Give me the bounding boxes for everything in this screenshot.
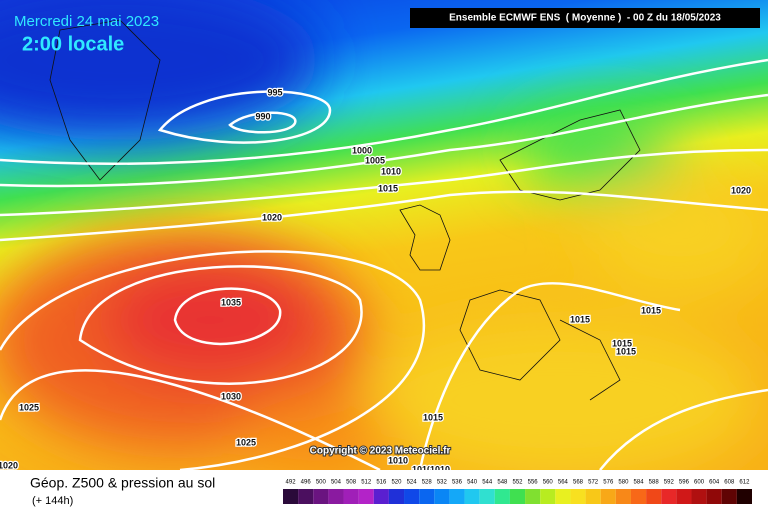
color-swatch: [706, 489, 722, 504]
colorbar-label: 524: [407, 480, 418, 486]
color-swatch: [646, 489, 662, 504]
isobar-label: 1030: [221, 391, 241, 401]
coastlines: [49, 19, 641, 401]
colorbar-label: 548: [497, 480, 508, 486]
map-background: [0, 0, 768, 480]
colorbar-label: 516: [376, 480, 387, 486]
color-swatch: [419, 489, 435, 504]
colorbar-label: 576: [603, 480, 614, 486]
color-swatch: [630, 489, 647, 504]
colorbar-label: 536: [452, 480, 463, 486]
color-swatch: [525, 489, 541, 504]
colorbar-label: 504: [331, 480, 342, 486]
colorbar-label: 528: [422, 480, 433, 486]
isobar-label: 1015: [641, 305, 661, 315]
color-swatch: [464, 489, 480, 504]
color-swatch: [388, 489, 405, 504]
colorbar-label: 572: [588, 480, 599, 486]
color-swatch: [615, 489, 631, 504]
colorbar-label: 508: [346, 480, 357, 486]
color-swatch: [313, 489, 329, 504]
colorbar-label: 592: [664, 480, 675, 486]
color-swatch: [509, 489, 526, 504]
isobar-label: 1005: [365, 155, 385, 165]
local-time: 2:00 locale: [22, 33, 124, 55]
isobar-label: 1035: [221, 297, 241, 307]
isobar-label: 1015: [378, 183, 398, 193]
colorbar-label: 580: [618, 480, 629, 486]
colorbar-label: 544: [482, 480, 493, 486]
colorbar: 492 496 500 504 508 512 516 520 524 528 532 536 540 5…: [283, 480, 752, 504]
color-swatch: [343, 489, 359, 504]
colorbar-label: 588: [649, 480, 660, 486]
colorbar-label: 520: [391, 480, 402, 486]
color-swatch: [691, 489, 707, 504]
colorbar-label: 496: [301, 480, 312, 486]
isobar-label: 1020: [731, 185, 751, 195]
isobar-label: 1015: [570, 314, 590, 324]
isobar-label: 1010: [381, 166, 401, 176]
isobars: [0, 58, 768, 472]
color-swatch: [540, 489, 556, 504]
isobar-label: 1025: [236, 437, 256, 447]
colorbar-label: 612: [739, 480, 750, 486]
model-info: Ensemble ECMWF ENS ( Moyenne ) - 00 Z du…: [449, 13, 721, 24]
colorbar-label: 596: [679, 480, 690, 486]
color-swatch: [736, 489, 752, 504]
isobar-labels: 9959901000100510101015102010201035103010…: [0, 86, 752, 476]
isobar-label: 1015: [612, 338, 632, 348]
isobar-label: 990: [255, 111, 270, 121]
colorbar-label: 608: [724, 480, 735, 486]
color-swatch: [676, 489, 692, 504]
color-swatch: [570, 489, 586, 504]
isobar-label: 1000: [352, 145, 372, 155]
colorbar-label: 540: [467, 480, 478, 486]
date: Mercredi 24 mai 2023: [14, 13, 159, 30]
color-swatch: [661, 489, 677, 504]
color-swatch: [298, 489, 314, 504]
color-swatch: [434, 489, 450, 504]
color-swatch: [479, 489, 495, 504]
color-swatch: [721, 489, 737, 504]
footer-title: Géop. Z500 & pression au sol: [30, 475, 215, 491]
colorbar-label: 564: [558, 480, 569, 486]
isobar-label: 1025: [19, 402, 39, 412]
color-swatch: [494, 489, 510, 504]
color-swatch: [600, 489, 616, 504]
color-swatch: [283, 489, 299, 504]
isobar-label: 1010: [388, 455, 408, 465]
color-swatch: [358, 489, 374, 504]
isobar-label: 1015: [423, 412, 443, 422]
colorbar-label: 552: [512, 480, 523, 486]
model-box: [410, 8, 760, 28]
color-swatch: [404, 489, 420, 504]
colorbar-label: 584: [634, 480, 645, 486]
colorbar-label: 556: [528, 480, 539, 486]
color-swatch: [449, 489, 465, 504]
isobar-label: 995: [267, 87, 282, 97]
footer-subtitle: (+ 144h): [32, 495, 73, 507]
colorbar-label: 512: [361, 480, 372, 486]
color-swatch: [373, 489, 389, 504]
colorbar-label: 568: [573, 480, 584, 486]
colorbar-label: 604: [709, 480, 720, 486]
copyright: Copyright © 2023 Meteociel.fr: [310, 446, 451, 457]
colorbar-label: 560: [543, 480, 554, 486]
color-swatch: [328, 489, 344, 504]
color-swatch: [585, 489, 601, 504]
isobar-label: 1020: [262, 212, 282, 222]
colorbar-label: 492: [286, 480, 297, 486]
isobar-label: 1020: [0, 460, 18, 470]
colorbar-label: 532: [437, 480, 448, 486]
colorbar-label: 500: [316, 480, 327, 486]
color-swatch: [555, 489, 571, 504]
colorbar-label: 600: [694, 480, 705, 486]
isobar-label: 1015: [616, 346, 636, 356]
